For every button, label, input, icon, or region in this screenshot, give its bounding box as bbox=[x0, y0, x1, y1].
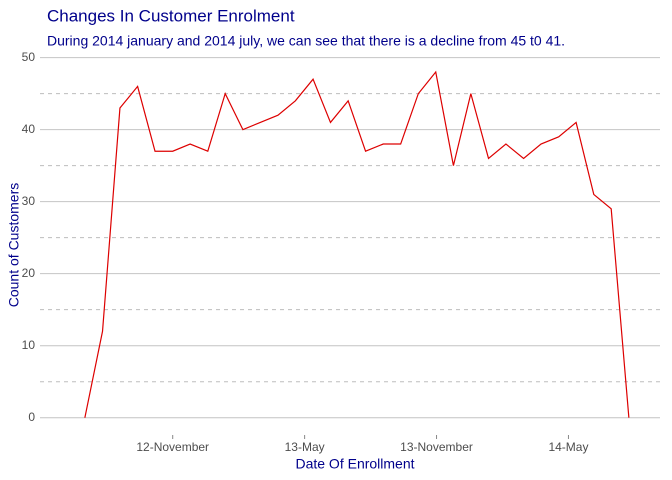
y-axis-title: Count of Customers bbox=[6, 183, 22, 308]
x-tick-label: 12-November bbox=[136, 440, 209, 454]
y-tick-label: 10 bbox=[22, 338, 36, 352]
x-axis-title: Date Of Enrollment bbox=[295, 456, 414, 472]
chart-title: Changes In Customer Enrolment bbox=[47, 6, 295, 25]
x-tick-label: 13-November bbox=[400, 440, 473, 454]
chart-subtitle: During 2014 january and 2014 july, we ca… bbox=[47, 33, 565, 49]
x-tick-label: 14-May bbox=[548, 440, 588, 454]
y-tick-label: 40 bbox=[22, 122, 36, 136]
y-tick-label: 50 bbox=[22, 50, 36, 64]
y-tick-label: 30 bbox=[22, 194, 36, 208]
y-tick-label: 20 bbox=[22, 266, 36, 280]
x-tick-label: 13-May bbox=[285, 440, 325, 454]
y-tick-label: 0 bbox=[28, 410, 35, 424]
data-line bbox=[84, 70, 630, 418]
